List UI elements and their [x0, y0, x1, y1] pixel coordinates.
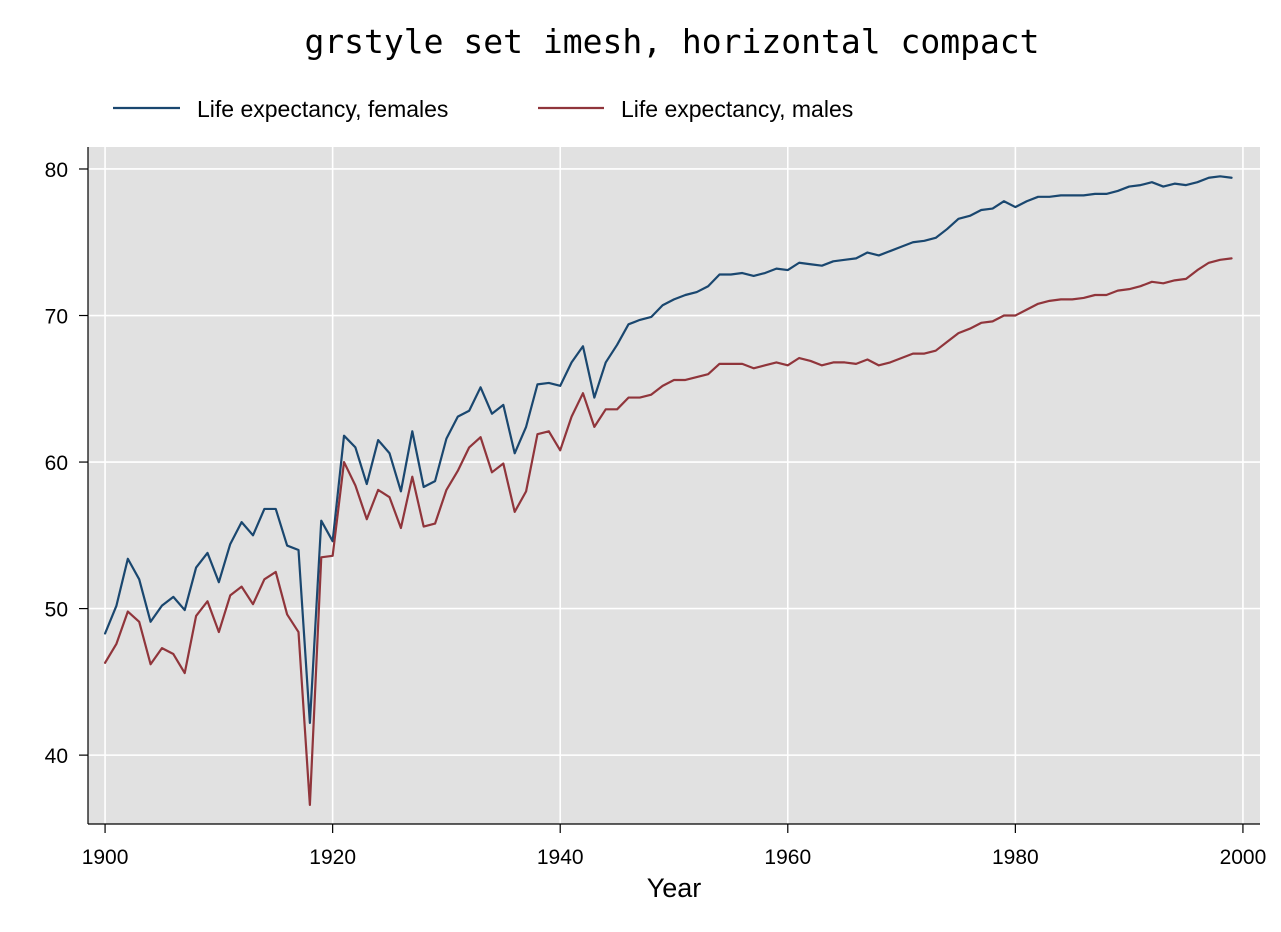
x-axis-title: Year: [647, 873, 702, 903]
y-tick-label: 70: [45, 306, 68, 329]
x-tick-label: 2000: [1220, 846, 1267, 869]
legend: Life expectancy, females Life expectancy…: [113, 96, 853, 122]
series-line-females: [103, 175, 1233, 724]
legend-label-females: Life expectancy, females: [197, 96, 448, 122]
x-tick-label: 1900: [82, 846, 129, 869]
y-tick-label: 80: [45, 159, 68, 182]
gridlines: [88, 147, 1260, 824]
x-tick-label: 1940: [537, 846, 584, 869]
y-tick-label: 60: [45, 452, 68, 475]
axes: 40 50 60 70 80 1900 1920 1940 1960 1980 2000: [45, 147, 1267, 869]
x-tick-label: 1920: [309, 846, 356, 869]
chart-title: grstyle set imesh, horizontal compact: [304, 22, 1039, 61]
y-tick-label: 50: [45, 599, 68, 622]
x-tick-label: 1960: [764, 846, 811, 869]
x-tick-label: 1980: [992, 846, 1039, 869]
y-tick-label: 40: [45, 745, 68, 768]
series-line-males: [103, 257, 1233, 807]
legend-label-males: Life expectancy, males: [621, 96, 853, 122]
series-lines: [103, 175, 1233, 807]
plot-area: [88, 147, 1260, 824]
